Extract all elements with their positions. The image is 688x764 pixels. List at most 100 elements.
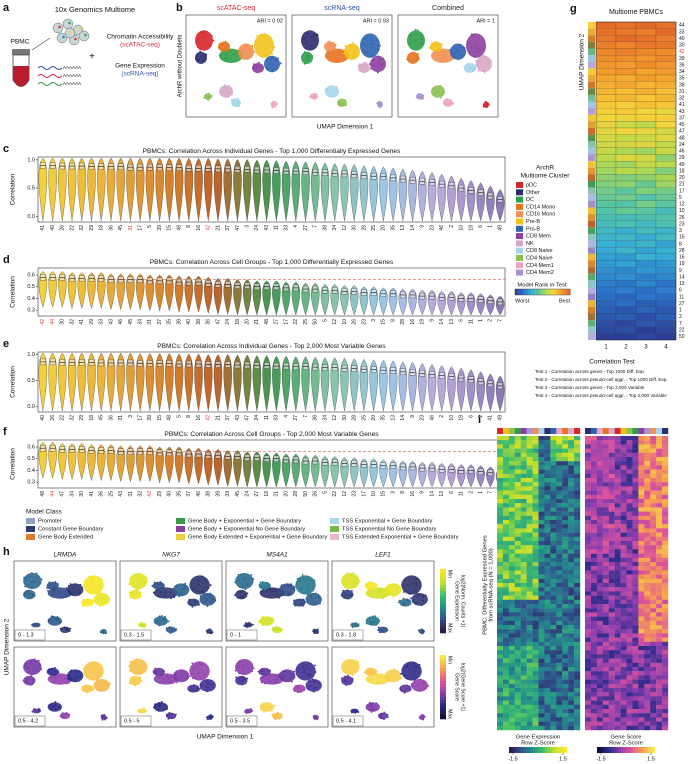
heatmap-texture <box>650 629 656 633</box>
heatmap-texture <box>650 495 656 499</box>
heatmap-texture <box>597 457 603 461</box>
heatmap-texture <box>497 617 503 621</box>
heatmap-texture <box>509 457 515 461</box>
heatmap-texture <box>615 570 621 574</box>
umap-cell <box>145 710 147 712</box>
heatmap-texture <box>539 696 545 700</box>
heatmap-texture <box>615 482 621 486</box>
sample-label: PBMC <box>11 39 30 46</box>
umap-cell <box>424 687 426 689</box>
colorbar-segment <box>440 700 446 704</box>
colorbar-segment <box>527 289 529 295</box>
row-label: 6 <box>679 288 682 294</box>
heatmap-texture <box>632 528 638 532</box>
heatmap-texture <box>556 486 562 490</box>
heatmap-texture <box>509 587 515 591</box>
heatmap-texture <box>515 440 521 444</box>
heatmap-texture <box>509 554 515 558</box>
x-tick-label: 41 <box>40 225 46 231</box>
legend-label: Gene Body + Exponential No Gene Boundary <box>188 527 305 533</box>
umap-cell <box>234 581 236 583</box>
heatmap-texture <box>632 600 638 604</box>
heatmap-texture <box>615 440 621 444</box>
heatmap-texture <box>521 591 527 595</box>
heatmap-texture <box>515 617 521 621</box>
colorbar-segment <box>554 289 556 295</box>
umap-cell <box>168 712 170 714</box>
heatmap-cell <box>636 327 656 334</box>
heatmap-texture <box>627 495 633 499</box>
heatmap-texture <box>539 705 545 709</box>
umap-cell <box>365 45 367 47</box>
heatmap-texture <box>550 675 556 679</box>
x-tick-label: 39 <box>215 491 221 497</box>
heatmap-texture <box>638 633 644 637</box>
colorbar-segment <box>440 658 446 662</box>
heatmap-texture <box>521 638 527 642</box>
heatmap-texture <box>574 629 580 633</box>
heatmap-texture <box>609 436 615 440</box>
heatmap-cell <box>636 42 656 49</box>
umap-cell <box>317 630 319 632</box>
heatmap-texture <box>497 705 503 709</box>
heatmap-texture <box>574 558 580 562</box>
annotation-strip <box>644 428 650 434</box>
umap-cell <box>307 589 309 591</box>
test-label: Test 1 - Correlation across genes - Top … <box>535 369 645 374</box>
heatmap-texture <box>515 701 521 705</box>
heatmap-texture <box>603 562 609 566</box>
umap-cell <box>379 58 381 60</box>
colorbar-tick-label: -1.5 <box>508 756 517 762</box>
umap-cell <box>404 689 406 691</box>
umap-cell <box>137 592 139 594</box>
umap-cell <box>254 51 256 53</box>
cell <box>79 31 89 41</box>
umap-cell <box>422 42 424 44</box>
heatmap-texture <box>603 516 609 520</box>
umap-cell <box>369 680 371 682</box>
heatmap-texture <box>638 621 644 625</box>
heatmap-texture <box>591 453 597 457</box>
heatmap-texture <box>632 558 638 562</box>
umap-cell <box>445 99 447 101</box>
umap-cell <box>478 60 480 62</box>
umap-cell <box>458 50 460 52</box>
umap-cell <box>408 36 410 38</box>
heatmap-texture <box>574 491 580 495</box>
x-tick-label: 18 <box>264 491 270 497</box>
heatmap-texture <box>562 604 568 608</box>
umap-cell <box>417 45 419 47</box>
heatmap-texture <box>591 516 597 520</box>
heatmap-cell <box>656 168 676 175</box>
heatmap-texture <box>627 461 633 465</box>
heatmap-cell <box>616 181 636 188</box>
heatmap-texture <box>627 692 633 696</box>
x-tick-label: 20 <box>381 225 387 231</box>
heatmap-texture <box>527 470 533 474</box>
cluster-strip <box>588 188 595 195</box>
heatmap-texture <box>603 675 609 679</box>
colorbar-segment <box>568 289 570 295</box>
heatmap-texture <box>503 579 509 583</box>
heatmap-texture <box>509 625 515 629</box>
y-tick-label: 0.6 <box>27 444 35 450</box>
heatmap-texture <box>597 474 603 478</box>
heatmap-texture <box>638 549 644 553</box>
heatmap-texture <box>662 596 668 600</box>
umap-cell <box>96 677 98 679</box>
heatmap-texture <box>533 717 539 721</box>
cluster-strip <box>588 49 595 56</box>
umap-cell <box>270 57 272 59</box>
heatmap-texture <box>497 654 503 658</box>
umap-cell <box>329 85 331 87</box>
umap-cell <box>273 619 275 621</box>
heatmap-texture <box>603 625 609 629</box>
heatmap-cell <box>656 201 676 208</box>
heatmap-texture <box>544 633 550 637</box>
x-tick-label: 25 <box>361 415 367 421</box>
heatmap-texture <box>497 562 503 566</box>
heatmap-texture <box>539 503 545 507</box>
row-label: 42 <box>679 49 685 55</box>
heatmap-texture <box>515 499 521 503</box>
y-tick-label: 0.5 <box>27 186 35 192</box>
